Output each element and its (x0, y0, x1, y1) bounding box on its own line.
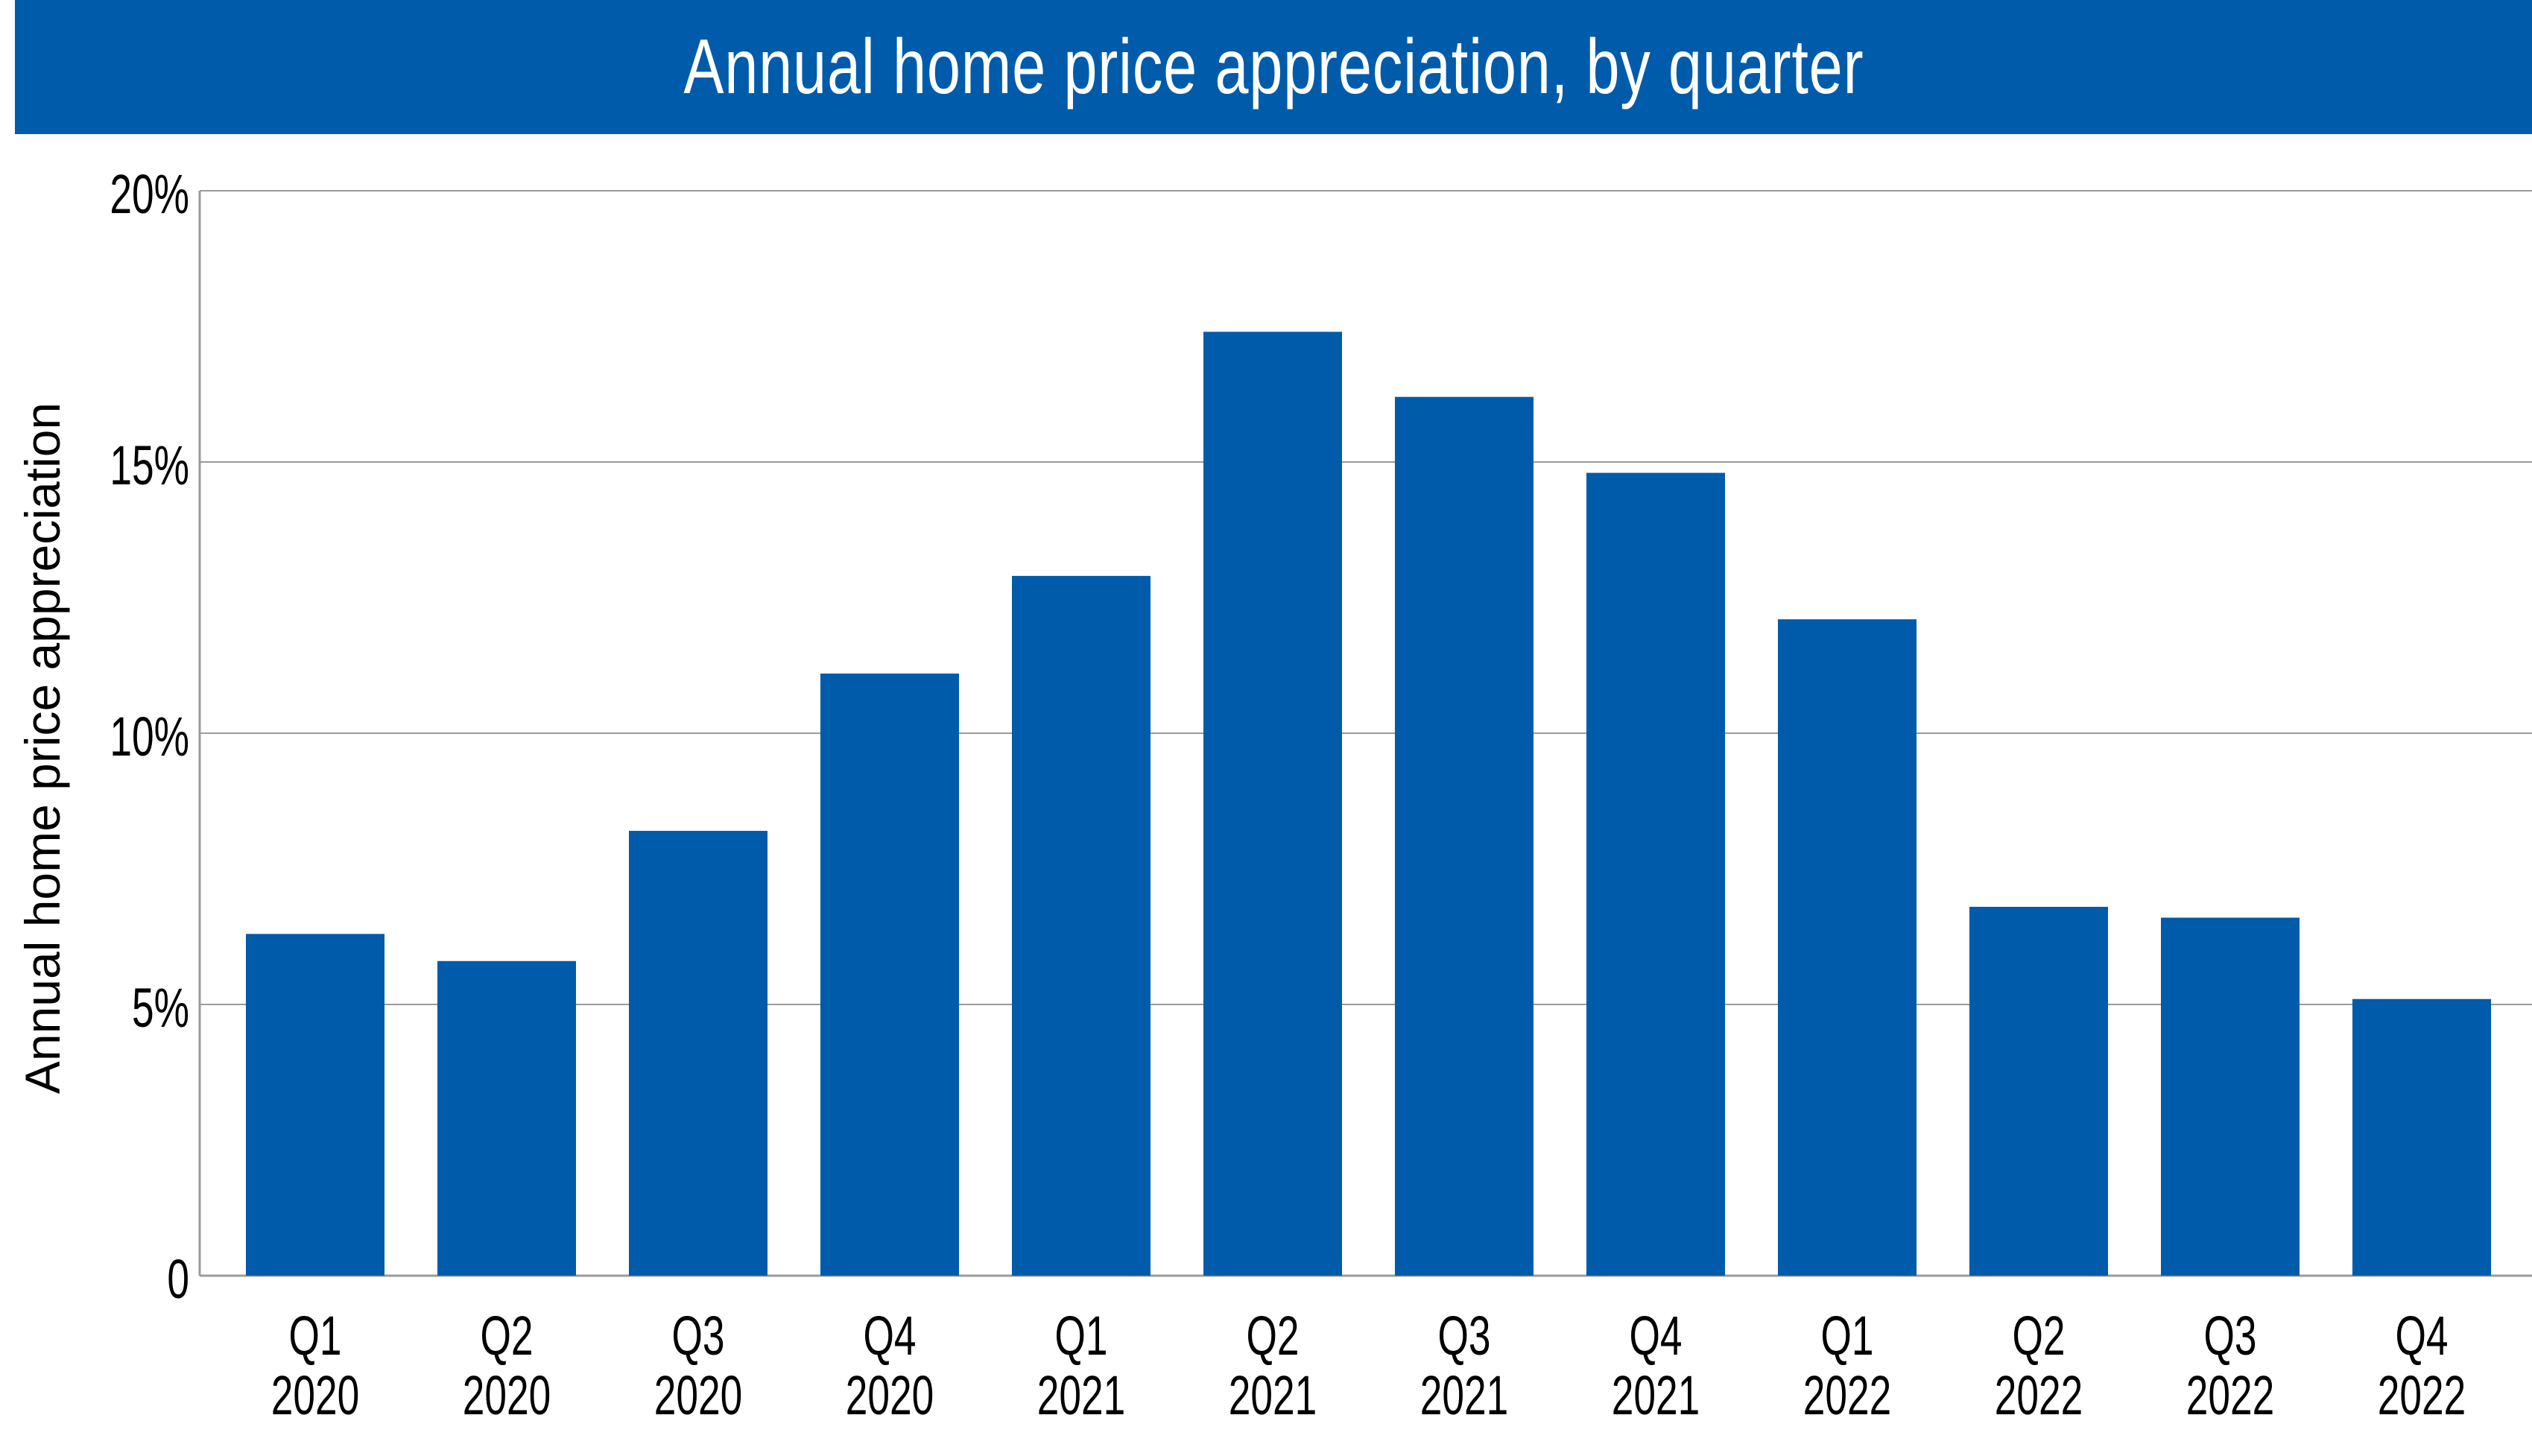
chart-title-bar: Annual home price appreciation, by quart… (15, 0, 2532, 134)
x-tick-label-year: 2022 (2378, 1364, 2466, 1426)
y-tick-label: 20% (110, 163, 189, 225)
bar-3 (820, 673, 959, 1276)
x-tick-label-year: 2020 (654, 1364, 743, 1426)
x-tick-label-year: 2022 (1995, 1364, 2083, 1426)
x-tick-label-quarter: Q4 (2395, 1305, 2448, 1367)
bar-8 (1778, 619, 1917, 1276)
x-tick-label-quarter: Q1 (1820, 1305, 1873, 1367)
y-tick-label: 10% (110, 706, 189, 767)
x-tick-label-quarter: Q3 (671, 1305, 724, 1367)
x-tick-label-quarter: Q2 (1246, 1305, 1299, 1367)
x-tick-label-year: 2020 (271, 1364, 360, 1426)
x-tick-label-year: 2021 (1229, 1364, 1317, 1426)
x-tick-label-year: 2020 (846, 1364, 934, 1426)
bar-5 (1203, 332, 1342, 1276)
chart-title: Annual home price appreciation, by quart… (683, 23, 1864, 110)
x-tick-label-quarter: Q4 (1629, 1305, 1682, 1367)
y-tick-label: 5% (132, 977, 189, 1039)
x-tick-label-quarter: Q4 (863, 1305, 916, 1367)
bar-7 (1586, 472, 1725, 1276)
bar-10 (2161, 917, 2300, 1276)
x-tick-label-quarter: Q3 (1437, 1305, 1490, 1367)
bar-4 (1012, 575, 1151, 1276)
x-tick-label-quarter: Q2 (480, 1305, 533, 1367)
bar-1 (437, 960, 576, 1276)
x-tick-label-year: 2021 (1612, 1364, 1700, 1426)
bar-9 (1969, 906, 2108, 1276)
x-tick-label-year: 2022 (2186, 1364, 2275, 1426)
y-axis-label: Annual home price appreciation (15, 402, 70, 1094)
x-tick-label-quarter: Q2 (2012, 1305, 2065, 1367)
x-tick-label-year: 2021 (1037, 1364, 1126, 1426)
y-tick-label: 15% (110, 434, 189, 496)
bar-11 (2352, 998, 2491, 1276)
x-tick-label-year: 2022 (1803, 1364, 1892, 1426)
x-tick-label-year: 2021 (1420, 1364, 1509, 1426)
x-tick-label-year: 2020 (463, 1364, 551, 1426)
y-tick-label: 0 (167, 1248, 189, 1310)
x-tick-label-quarter: Q1 (288, 1305, 341, 1367)
x-tick-label-quarter: Q1 (1054, 1305, 1107, 1367)
bar-6 (1395, 396, 1534, 1276)
x-tick-label-quarter: Q3 (2203, 1305, 2256, 1367)
bar-0 (246, 934, 384, 1276)
bar-2 (629, 831, 767, 1276)
